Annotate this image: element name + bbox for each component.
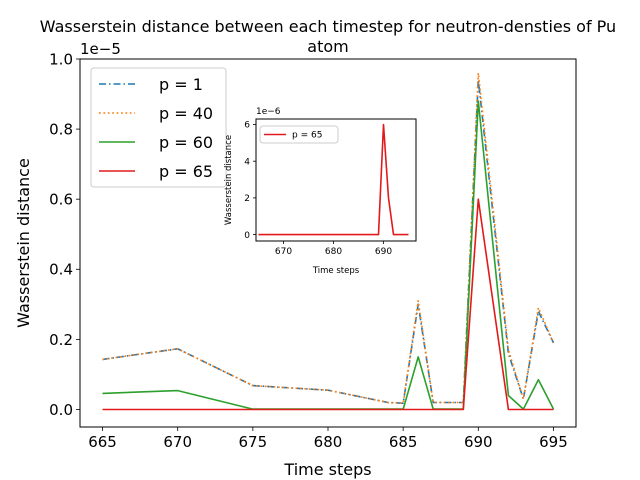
undefined-x-tick-label-2: 690 [375,247,392,257]
undefined-y-tick-label-3: 6 [244,121,250,131]
undefined-x-tick-label-0: 665 [88,433,117,451]
undefined-legend-label-2: p = 60 [159,133,213,152]
undefined-plot-frame [255,118,417,242]
main-plot: 665 670 675 680 685 690 695 0.0 0.2 0.4 0.6 0.8 1.0 1… [14,40,577,479]
undefined-y-tick-label-4: 0.8 [49,120,73,138]
undefined-y-tick-label-1: 0.2 [49,331,73,349]
chart-title-line-1: Wasserstein distance between each timest… [40,17,616,36]
undefined-x-axis-label: Time steps [312,266,360,276]
undefined-legend-label-0: p = 65 [292,131,322,141]
undefined-x-tick-label-5: 690 [464,433,493,451]
undefined-legend-box [90,67,227,188]
undefined-y-tick-label-1: 2 [244,194,250,204]
undefined-y-scale-label: 1e−6 [256,107,281,117]
undefined-x-tick-label-1: 670 [163,433,192,451]
undefined-series-3-line [102,198,554,411]
undefined-legend-box [259,125,339,144]
undefined-x-tick-label-4: 685 [389,433,418,451]
undefined-series-0-line [258,123,409,236]
undefined-y-tick-label-2: 0.4 [49,261,73,279]
undefined-y-axis-label: Wasserstein distance [14,158,33,328]
undefined-y-axis-label: Wasserstein distance [224,135,234,225]
chart-title-line-2: atom [307,37,348,56]
undefined-legend-label-3: p = 65 [159,162,213,181]
undefined-y-tick-label-0: 0.0 [49,401,73,419]
undefined-legend: p = 1 p = 40 p = 60 p = 65 [90,67,227,188]
undefined-legend-label-1: p = 40 [159,104,213,123]
undefined-x-axis-label: Time steps [283,460,371,479]
undefined-series-0-line [102,79,555,405]
undefined-y-tick-label-5: 1.0 [49,50,73,68]
undefined-y-tick-label-2: 4 [244,157,250,167]
undefined-x-tick-label-6: 695 [539,433,568,451]
inset-plot: 670 680 690 0 2 4 6 1e−6 Time steps Wasserstein d… [224,107,417,276]
undefined-x-tick-label-3: 680 [314,433,343,451]
undefined-y-tick-label-0: 0 [244,231,250,241]
undefined-series-1-line [102,72,555,405]
undefined-legend-label-0: p = 1 [159,75,203,94]
undefined-y-scale-label: 1e−5 [80,40,121,58]
undefined-legend: p = 65 [259,125,339,144]
undefined-x-tick-label-0: 670 [275,247,292,257]
undefined-x-tick-label-2: 675 [239,433,268,451]
undefined-x-tick-label-1: 680 [325,247,342,257]
undefined-y-tick-label-3: 0.6 [49,191,73,209]
